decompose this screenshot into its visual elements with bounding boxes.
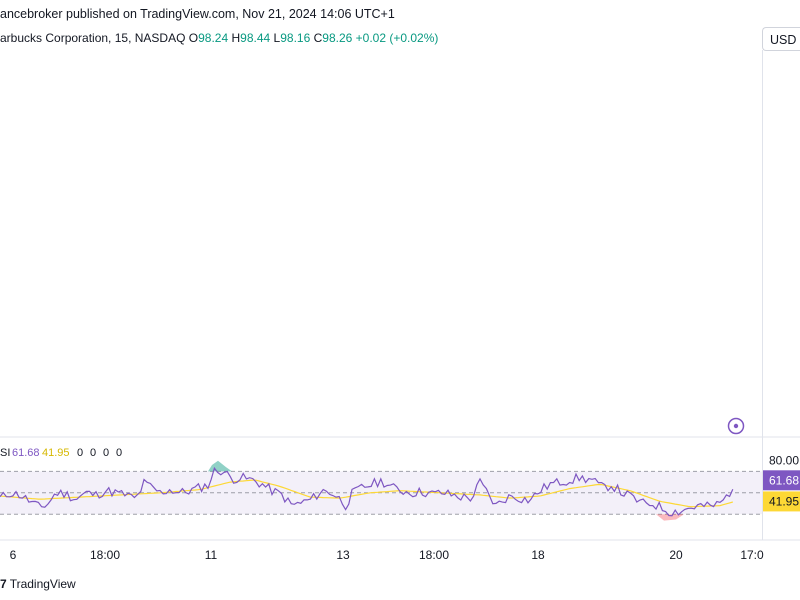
event-icon (727, 417, 745, 435)
time-tick-label: 11 (205, 548, 218, 562)
currency-button[interactable]: USD (762, 27, 800, 51)
footer-brand[interactable]: 7 TradingView (0, 577, 76, 591)
time-tick-label: 18:00 (419, 548, 449, 562)
chart-header: ancebroker published on TradingView.com,… (0, 0, 800, 45)
rsi-legend-value: 0 (77, 447, 83, 459)
rsi-overbought-fill (208, 460, 232, 472)
symbol-legend[interactable]: arbucks Corporation, 15, NASDAQ O98.24 H… (0, 31, 438, 45)
tradingview-logo-icon: 7 (0, 577, 7, 591)
brand-name: TradingView (9, 577, 76, 591)
time-tick-label: 13 (336, 548, 350, 562)
ohlc-close-value: 98.26 (322, 31, 353, 45)
time-tick-label: 18:00 (90, 548, 120, 562)
rsi-legend-value: 41.95 (42, 447, 70, 459)
time-tick-label: 17:0 (740, 548, 764, 562)
rsi-ma-label: 41.95 (769, 494, 799, 508)
price-change: +0.02 (+0.02%) (355, 31, 439, 45)
rsi-panel: SI 61.68 41.95 0 0 0 0 (0, 447, 762, 521)
publisher-line: ancebroker published on TradingView.com,… (0, 7, 395, 21)
rsi-oversold-fill (656, 514, 684, 521)
ohlc-high-value: 98.44 (240, 31, 271, 45)
rsi-line (0, 466, 734, 517)
time-tick-label: 6 (10, 548, 17, 562)
grid-layer (0, 50, 800, 541)
rsi-tick-label: 80.00 (769, 454, 799, 468)
ohlc-low-value: 98.16 (280, 31, 311, 45)
rsi-value-badge (763, 470, 800, 491)
event-icon-dot (733, 423, 739, 429)
ohlc-high-label: H (231, 31, 241, 45)
rsi-legend-value: 0 (90, 447, 96, 459)
rsi-ma-badge (763, 491, 800, 512)
rsi-legend-name: SI (0, 447, 10, 459)
ohlc-low-label: L (273, 31, 281, 45)
rsi-legend-value: 0 (103, 447, 109, 459)
ohlc-close-label: C (313, 31, 323, 45)
ohlc-open-label: O (188, 31, 199, 45)
ohlc-open-value: 98.24 (198, 31, 229, 45)
time-tick-label: 18 (531, 548, 545, 562)
rsi-value-label: 61.68 (769, 473, 799, 487)
axis-layer: HighLow101.0100.099.0098.0097.0096.0095.… (10, 417, 800, 562)
rsi-legend-value: 0 (116, 447, 122, 459)
rsi-legend-value: 61.68 (12, 447, 40, 459)
time-tick-label: 20 (669, 548, 683, 562)
symbol-name[interactable]: arbucks Corporation, 15, NASDAQ (0, 31, 186, 45)
